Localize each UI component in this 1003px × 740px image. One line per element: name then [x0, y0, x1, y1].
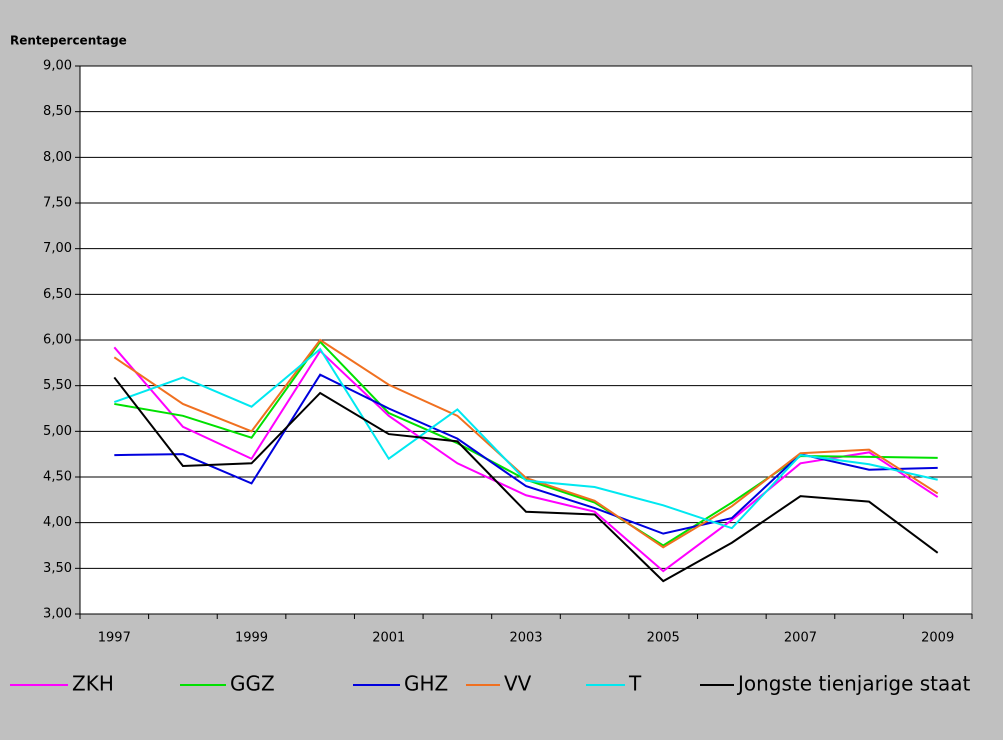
y-tick-label: 4,50	[43, 470, 72, 485]
legend-label: GGZ	[230, 672, 275, 696]
legend-label: GHZ	[404, 672, 448, 696]
x-tick-label: 2009	[921, 631, 954, 646]
y-tick-label: 9,00	[43, 59, 72, 74]
x-tick-label: 1997	[98, 631, 131, 646]
x-tick-label: 1999	[235, 631, 268, 646]
series-line	[113, 338, 939, 549]
y-tick-label: 8,50	[43, 104, 72, 119]
y-tick-label: 3,50	[43, 561, 72, 576]
series-line	[113, 346, 939, 573]
series-line	[113, 376, 939, 583]
series-line	[113, 347, 938, 530]
y-tick-label: 5,00	[43, 424, 72, 439]
legend-label: ZKH	[72, 672, 114, 696]
legend-label: T	[628, 672, 642, 696]
legend-label: VV	[504, 672, 532, 696]
x-tick-label: 2001	[372, 631, 405, 646]
x-tick-label: 2007	[784, 631, 817, 646]
y-tick-label: 8,00	[43, 150, 72, 165]
x-tick-label: 2005	[647, 631, 680, 646]
legend-label: Jongste tienjarige staat	[736, 672, 971, 696]
y-tick-label: 6,00	[43, 333, 72, 348]
y-tick-label: 3,00	[43, 607, 72, 622]
axis-title: Rentepercentage	[10, 34, 127, 48]
y-tick-label: 6,50	[43, 287, 72, 302]
y-tick-label: 7,00	[43, 241, 72, 256]
y-tick-label: 5,50	[43, 378, 72, 393]
x-tick-label: 2003	[509, 631, 542, 646]
y-tick-label: 4,00	[43, 515, 72, 530]
y-tick-label: 7,50	[43, 196, 72, 211]
